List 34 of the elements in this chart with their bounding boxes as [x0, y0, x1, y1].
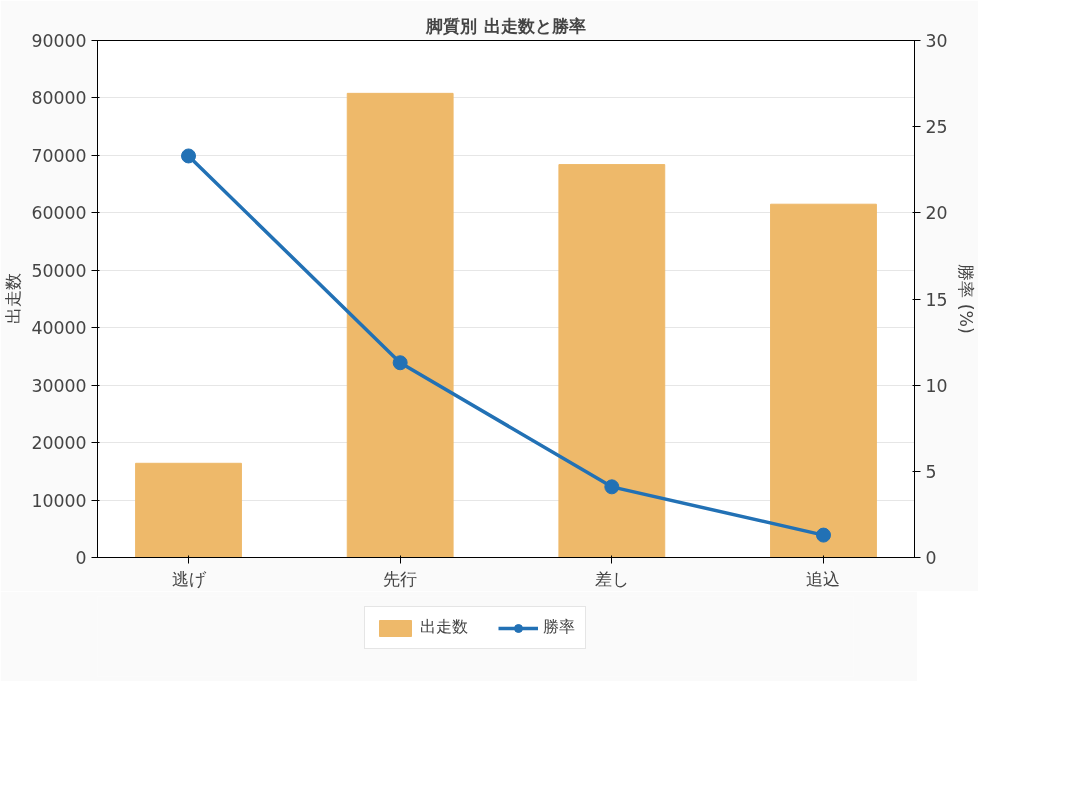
y-tick-label: 20000	[31, 433, 87, 454]
point	[604, 479, 620, 495]
y-tick-label: 10000	[31, 490, 87, 511]
y-tick-label: 40000	[31, 318, 87, 339]
x-tick-label: 逃げ	[171, 568, 207, 589]
y2-tick-label: 15	[925, 289, 948, 310]
y-tick-label: 60000	[31, 203, 87, 224]
y2-tick-label: 10	[925, 375, 948, 396]
point	[181, 148, 197, 164]
y-tick-label: 80000	[31, 88, 87, 109]
y-axis-title: 出走数	[3, 273, 24, 325]
chart-title: 脚質別 出走数と勝率	[425, 15, 586, 36]
bar	[346, 92, 454, 558]
bar	[558, 164, 666, 558]
y-tick-label: 0	[75, 548, 87, 568]
y-tick-label: 50000	[31, 260, 87, 281]
x-tick-label: 追込	[806, 568, 841, 589]
y-tick-label: 30000	[31, 375, 87, 396]
x-tick-label: 先行	[383, 568, 418, 589]
bar	[770, 203, 877, 558]
point	[815, 527, 831, 543]
legend-label: 勝率	[543, 617, 575, 638]
legend-label: 出走数	[420, 617, 468, 638]
x-tick-label: 差し	[594, 568, 629, 589]
y2-tick-label: 0	[925, 548, 937, 568]
y2-tick-label: 30	[925, 31, 948, 51]
y-tick-label: 90000	[31, 31, 87, 51]
y2-tick-label: 20	[925, 203, 948, 224]
y2-axis-title: 勝率 (%)	[955, 264, 976, 334]
point	[392, 355, 408, 371]
y2-tick-label: 5	[925, 461, 937, 482]
y2-tick-label: 25	[925, 117, 948, 138]
bar	[135, 462, 242, 558]
y-tick-label: 70000	[31, 145, 87, 166]
